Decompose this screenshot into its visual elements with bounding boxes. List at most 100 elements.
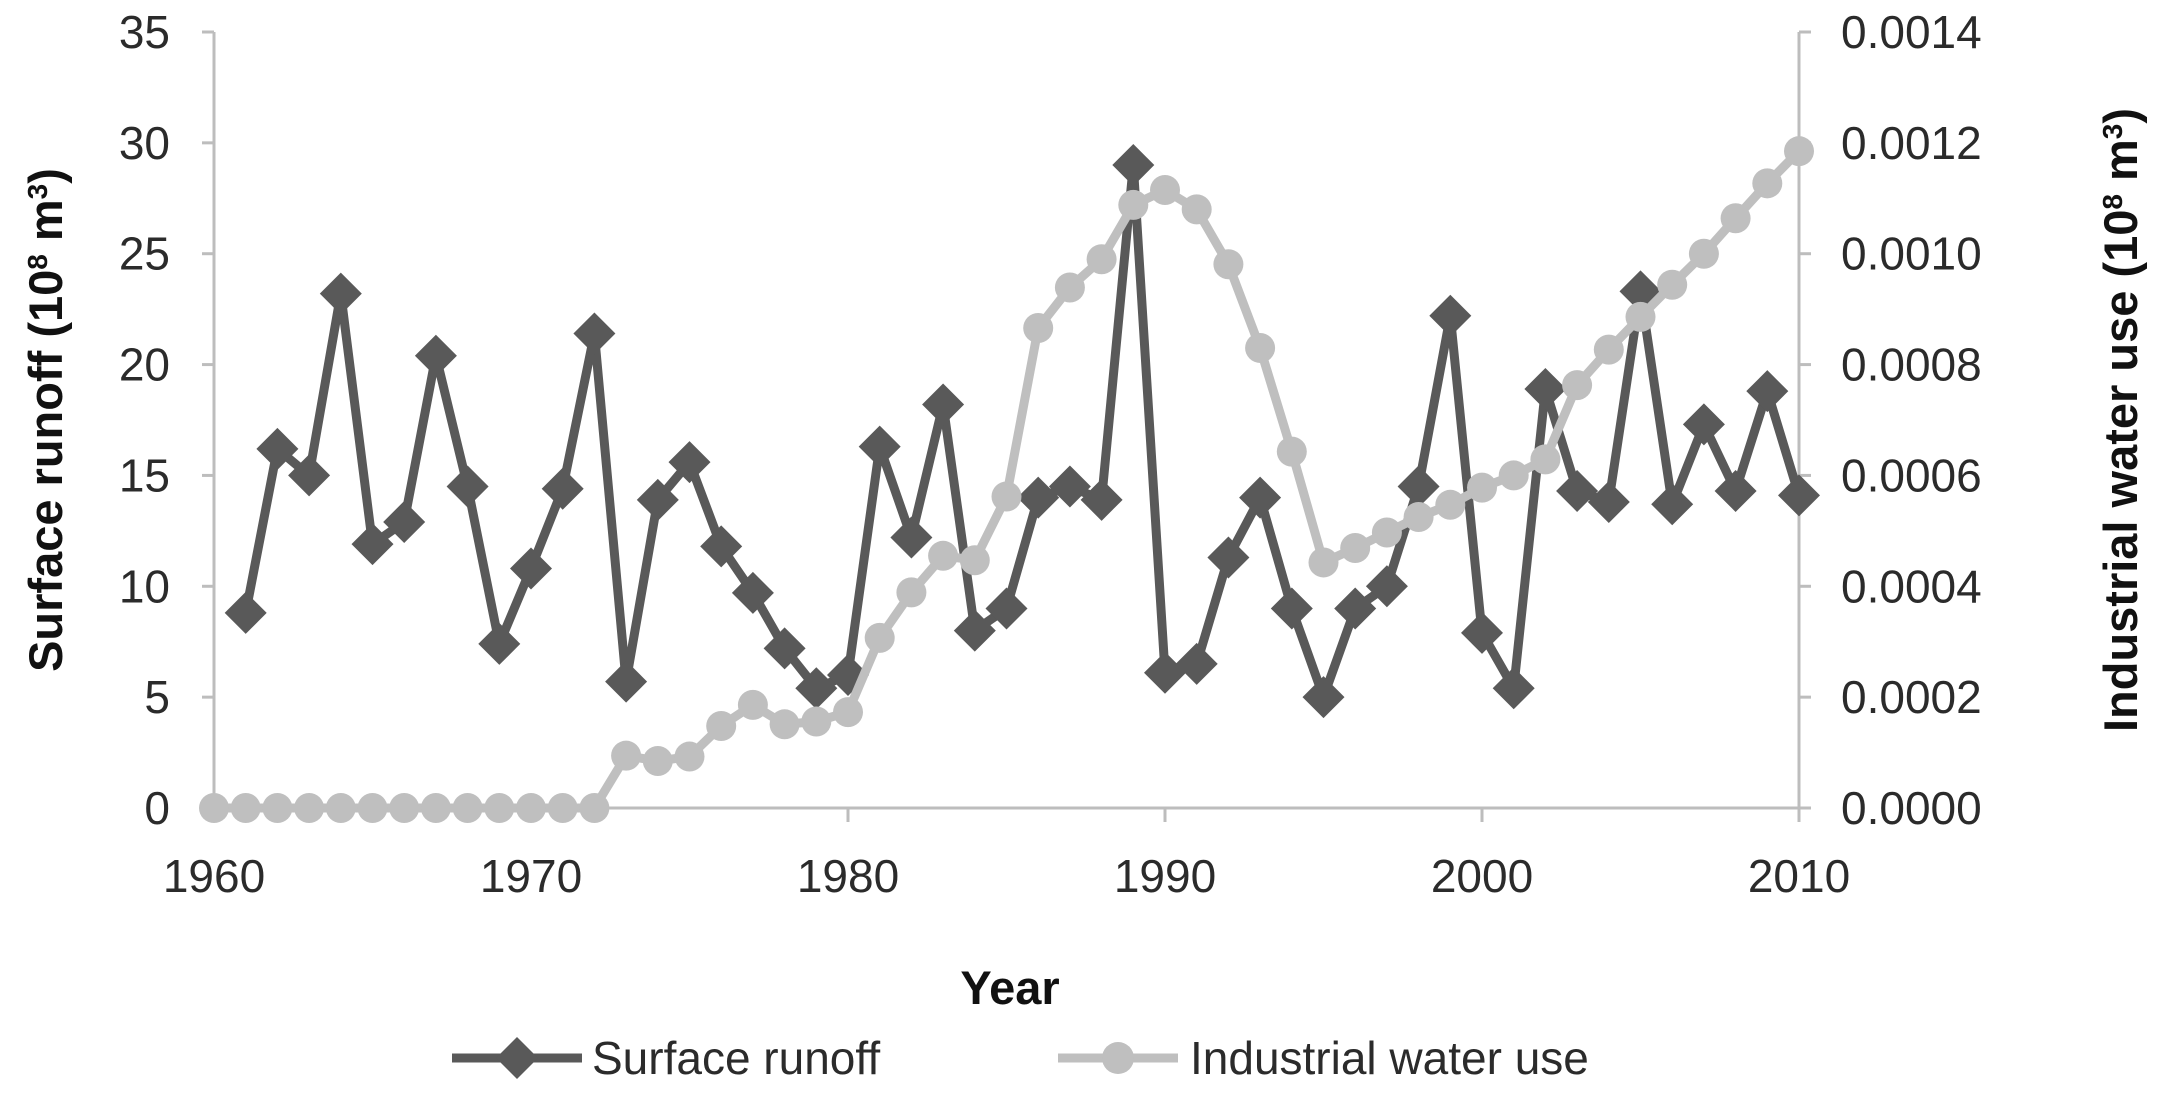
surface-runoff-point (1587, 481, 1630, 524)
industrial-water-use-point (1562, 370, 1593, 401)
industrial-water-use-point (706, 710, 737, 741)
right-axis-title-mid: m (2094, 139, 2147, 194)
industrial-water-use-point (1150, 174, 1180, 205)
legend-industrial-water-use-circle-icon (1102, 1042, 1134, 1074)
right-axis-tick-label: 0.0006 (1841, 449, 1982, 501)
surface-runoff-point (1175, 642, 1218, 685)
industrial-water-use-point (230, 793, 261, 823)
tick-labels: 0 5 10 15 20 25 30 35 0.0000 0.0002 0.0004 0.0006 0.… (119, 6, 1982, 902)
surface-runoff-point (319, 272, 362, 315)
industrial-water-use-point (389, 793, 420, 823)
industrial-water-use-point (959, 545, 990, 576)
surface-runoff-point (1112, 144, 1155, 187)
industrial-water-use-point (674, 741, 705, 772)
industrial-water-use-point (1435, 489, 1466, 520)
surface-runoff-point (985, 587, 1028, 630)
surface-runoff-point (1461, 611, 1503, 654)
left-axis-title-mid: m (19, 199, 72, 254)
industrial-water-use-point (1245, 332, 1276, 363)
industrial-water-use-point (1213, 249, 1244, 280)
legend-surface-runoff-diamond-icon (496, 1037, 538, 1079)
surface-runoff-point (953, 609, 996, 652)
left-axis-title: Surface runoff (108 m3) (19, 168, 72, 672)
x-axis-tick-label: 2010 (1748, 850, 1850, 902)
industrial-water-use-point (294, 793, 325, 823)
industrial-water-use-point (1467, 472, 1497, 503)
legend-industrial-water-use-label: Industrial water use (1190, 1032, 1589, 1084)
surface-runoff-point (414, 334, 457, 377)
industrial-water-use-line (214, 148, 1803, 813)
x-axis-tick-label: 1990 (1114, 850, 1216, 902)
left-axis-tick-label: 20 (119, 339, 170, 391)
series-surface-runoff (224, 144, 1820, 719)
right-axis-title-prefix: Industrial water use (10 (2094, 210, 2147, 732)
surface-runoff-point (1334, 587, 1377, 630)
left-axis-tick-label: 15 (119, 449, 170, 501)
industrial-water-use-point (1340, 533, 1371, 564)
surface-runoff-point (351, 523, 394, 566)
industrial-water-use-point (1657, 269, 1688, 300)
right-axis-tick-label: 0.0012 (1841, 117, 1982, 169)
surface-runoff-point (636, 478, 679, 521)
industrial-water-use-point (1688, 238, 1719, 269)
industrial-water-use-point (801, 706, 832, 737)
surface-runoff-point (573, 312, 616, 355)
surface-runoff-point (1017, 476, 1060, 519)
industrial-water-use-point (864, 622, 895, 653)
legend: Surface runoff Industrial water use (452, 1032, 1589, 1084)
surface-runoff-point (1556, 469, 1599, 512)
industrial-water-use-point (1086, 244, 1117, 275)
right-axis-title: Industrial water use (108 m3) (2094, 108, 2147, 732)
surface-runoff-point (1682, 403, 1725, 446)
surface-runoff-point (668, 441, 711, 484)
left-axis-title-sup: 8 (22, 254, 53, 270)
industrial-water-use-point (1276, 436, 1307, 467)
left-axis-title-suffix: ) (19, 168, 72, 184)
x-axis-tick-label: 1960 (163, 850, 265, 902)
x-axis-title: Year (960, 961, 1059, 1014)
right-axis-title-sup2: 3 (2097, 124, 2128, 140)
series-industrial-water-use (199, 136, 1814, 823)
surface-runoff-point (1651, 483, 1694, 526)
industrial-water-use-point (737, 689, 768, 720)
industrial-water-use-point (928, 540, 959, 571)
industrial-water-use-point (1530, 444, 1561, 475)
left-axis-tick-label: 10 (119, 560, 170, 612)
surface-runoff-point (446, 465, 489, 508)
left-axis-tick-label: 30 (119, 117, 170, 169)
surface-runoff-point (1365, 565, 1408, 608)
industrial-water-use-point (642, 745, 673, 776)
surface-runoff-point (858, 425, 901, 468)
industrial-water-use-point (262, 793, 293, 823)
left-axis-title-prefix: Surface runoff (10 (19, 270, 72, 672)
surface-runoff-point (1302, 676, 1345, 719)
surface-runoff-point (731, 571, 774, 614)
surface-runoff-point (383, 500, 426, 543)
x-axis-tick-label: 1980 (797, 850, 899, 902)
industrial-water-use-point (1720, 203, 1751, 234)
legend-surface-runoff-label: Surface runoff (592, 1032, 880, 1084)
x-axis-tick-label: 1970 (480, 850, 582, 902)
surface-runoff-point (541, 467, 584, 510)
surface-runoff-point (1207, 536, 1250, 579)
industrial-water-use-point (1593, 334, 1624, 365)
surface-runoff-point (1746, 370, 1789, 413)
surface-runoff-point (1144, 651, 1186, 694)
industrial-water-use-point (199, 793, 229, 823)
surface-runoff-point (224, 591, 267, 634)
surface-runoff-point (1429, 294, 1472, 337)
right-axis-title-suffix: ) (2094, 108, 2147, 124)
surface-runoff-point (890, 516, 933, 559)
industrial-water-use-point (833, 697, 863, 728)
left-axis-tick-label: 0 (144, 782, 170, 834)
industrial-water-use-point (516, 793, 546, 823)
industrial-water-use-point (1023, 312, 1054, 343)
industrial-water-use-point (1752, 168, 1783, 199)
surface-runoff-point (478, 622, 521, 665)
industrial-water-use-point (1118, 189, 1149, 220)
industrial-water-use-point (1625, 301, 1656, 332)
right-axis-tick-label: 0.0008 (1841, 339, 1982, 391)
surface-runoff-point (1270, 587, 1313, 630)
industrial-water-use-point (547, 793, 578, 823)
